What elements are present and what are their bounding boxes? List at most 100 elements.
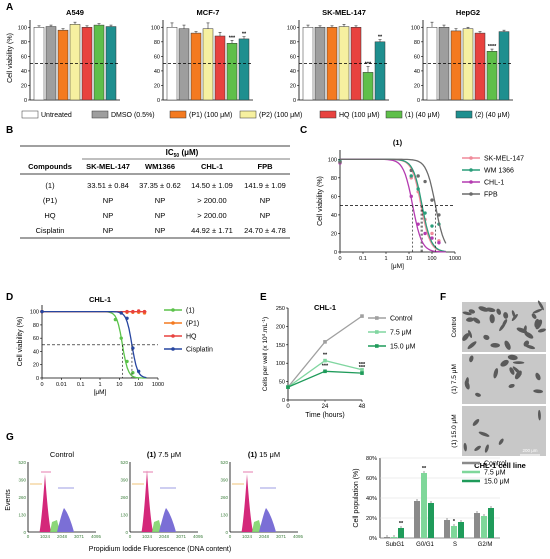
panel-e-point-e15 xyxy=(360,371,364,375)
legend-swatch-c1 xyxy=(385,110,403,119)
histogram-title: (1) 15 μM xyxy=(248,450,280,459)
panel-letter-f: F xyxy=(440,292,446,303)
micrograph-cell xyxy=(498,438,504,445)
histogram-title-dose: 15 μM xyxy=(257,450,280,459)
histogram-xtick-label: 2048 xyxy=(259,534,270,539)
panel-a-ytick-label: 80 xyxy=(21,40,27,46)
histogram-s-phase xyxy=(252,520,262,532)
panel-e-significance: ** xyxy=(323,353,328,359)
histogram-xtick-label: 3071 xyxy=(276,534,287,539)
panel-e-ytick-label: 150 xyxy=(276,343,285,349)
micrograph-cell xyxy=(537,328,546,333)
phase-bar-g2 xyxy=(488,508,494,538)
micrograph-cell xyxy=(484,444,489,453)
micrograph-cell xyxy=(469,355,474,363)
panel-c-legend-label-wm: WM 1366 xyxy=(484,168,514,175)
panel-a-bar xyxy=(238,38,250,101)
panel-e-legend-marker-e75 xyxy=(375,330,379,334)
histogram-xlabel: Propidium Iodide Fluorescence (DNA conte… xyxy=(89,546,231,553)
legend-swatch-P1 xyxy=(169,110,187,119)
phase-bar-g0 xyxy=(444,520,450,538)
panel-a-bar xyxy=(462,28,474,101)
histogram-title: Control xyxy=(50,450,75,459)
panel-e-ytick-label: 250 xyxy=(276,306,285,312)
panel-e-ytick-label: 0 xyxy=(282,398,285,404)
panel-a-title-0: A549 xyxy=(66,8,84,17)
panel-a-bar xyxy=(214,35,226,101)
panel-a-bar xyxy=(226,43,238,101)
panel-c-ylabel: Cell viability (%) xyxy=(317,176,324,226)
panel-d-point-dHQ xyxy=(142,309,147,314)
micrograph-cell xyxy=(478,306,489,312)
panel-a-significance: **** xyxy=(488,44,497,50)
table-cell: 37.35 ± 0.62 xyxy=(139,181,181,190)
histogram-ytick-label: 390 xyxy=(120,478,128,483)
phase-bar-g1 xyxy=(481,516,487,538)
panel-a-bar xyxy=(69,24,81,101)
panel-e-xtick-label: 48 xyxy=(359,404,366,410)
legend-label-c2: (2) (40 μM) xyxy=(475,112,510,119)
panel-d-point-d1 xyxy=(113,317,118,322)
panel-e-significance: *** xyxy=(359,362,366,368)
panel-a-ytick-label: 60 xyxy=(414,54,420,60)
panel-e-ylabel-sup: -1 xyxy=(261,318,266,322)
histogram-xtick-label: 4095 xyxy=(293,534,304,539)
panel-a-ytick-label: 40 xyxy=(21,69,27,75)
panel-letter-g: G xyxy=(6,432,14,443)
phase-bar-category: SubG1 xyxy=(386,542,405,548)
micrograph-cell xyxy=(533,389,544,394)
panel-c-ytick-label: 40 xyxy=(331,213,337,219)
histogram-g2-peak xyxy=(259,508,276,532)
micrograph-cell xyxy=(531,313,537,319)
panel-e-legend-label-e15: 15.0 μM xyxy=(390,344,416,351)
panel-c-ytick-label: 80 xyxy=(331,176,337,182)
table-cell: NP xyxy=(103,196,113,205)
panel-d-point-dHQ xyxy=(131,309,135,314)
panel-a-bar xyxy=(362,72,374,101)
panel-c-point-chl xyxy=(423,231,427,236)
histogram-xtick-label: 1024 xyxy=(142,534,153,539)
panel-d-point-d1 xyxy=(119,336,123,340)
micrograph-cell xyxy=(512,366,522,375)
micrograph-cell xyxy=(493,368,499,379)
table-column-header: FPB xyxy=(258,162,274,171)
panel-d-ytick-label: 20 xyxy=(33,363,39,369)
histogram-ytick-label: 130 xyxy=(120,513,128,518)
panel-e-xlabel: Time (hours) xyxy=(305,412,344,419)
panel-a-ytick-label: 40 xyxy=(414,69,420,75)
histogram-g1-peak xyxy=(241,474,253,532)
histogram-xtick-label: 2048 xyxy=(159,534,170,539)
panel-c-point-chl xyxy=(430,236,434,240)
table-cell: 141.9 ± 1.09 xyxy=(244,181,286,190)
panel-c-point-fpb xyxy=(423,179,427,184)
panel-e-legend-marker-eControl xyxy=(375,316,379,320)
panel-c-point-wm xyxy=(409,174,413,178)
legend-label-Untreated: Untreated xyxy=(41,112,72,119)
panel-e-ylabel-part: ) xyxy=(262,317,269,319)
legend-swatch-P2 xyxy=(239,110,257,119)
legend-label-c1: (1) (40 μM) xyxy=(405,112,440,119)
panel-d-legend-label-dCis: Cisplatin xyxy=(186,347,213,354)
phase-bar-legend-label-g1: 7.5 μM xyxy=(484,470,506,477)
legend-swatch-c2 xyxy=(455,110,473,119)
micrograph-cell xyxy=(474,445,481,451)
micrograph-cell xyxy=(523,325,527,334)
table-column-header: WM1366 xyxy=(145,162,175,171)
panel-a-ytick-label: 40 xyxy=(290,69,296,75)
micrograph-cell xyxy=(472,317,481,324)
histogram-xtick-label: 3071 xyxy=(74,534,85,539)
micrograph-cell xyxy=(532,308,543,314)
micrograph-cell xyxy=(535,319,543,330)
table-cell: NP xyxy=(103,211,113,220)
panel-e-line-eControl xyxy=(287,315,363,388)
panel-e-ytick-label: 200 xyxy=(276,324,285,330)
table-row-label: (1) xyxy=(45,181,55,190)
panel-e-point-e15 xyxy=(323,369,327,374)
histogram-g1-peak xyxy=(39,474,51,532)
ic50-header: IC50 (μM) xyxy=(166,148,199,159)
legend-label-HQ: HQ (100 μM) xyxy=(339,112,380,119)
micrograph-cell xyxy=(483,334,490,340)
panel-c-point-fpb xyxy=(416,174,420,178)
histogram-title-text: Control xyxy=(50,450,75,459)
